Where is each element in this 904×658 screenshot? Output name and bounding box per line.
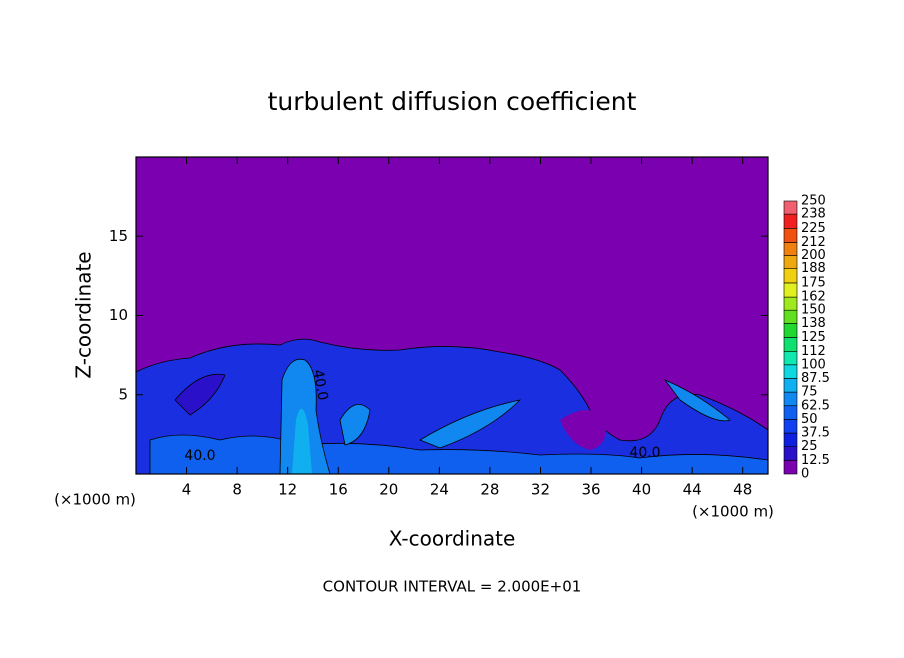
field-region: [560, 410, 606, 450]
colorbar-label: 238: [801, 207, 826, 222]
colorbar-label: 125: [801, 330, 826, 345]
colorbar-segment: [783, 242, 798, 256]
contour-label: 40.0: [629, 445, 660, 461]
colorbar-label: 250: [801, 194, 826, 209]
x-axis-label: X-coordinate: [389, 527, 516, 551]
colorbar-label: 175: [801, 275, 826, 290]
colorbar-segment: [783, 446, 798, 461]
x-tick-label: 32: [531, 481, 550, 499]
colorbar-label: 212: [801, 235, 826, 250]
colorbar-label: 62.5: [801, 398, 830, 413]
colorbar-segment: [783, 378, 798, 393]
colorbar-label: 75: [801, 385, 818, 400]
colorbar-segment: [783, 228, 798, 243]
colorbar-segment: [783, 337, 798, 352]
x-tick-label: 16: [329, 481, 348, 499]
colorbar-label: 225: [801, 221, 826, 236]
field-region: [339, 403, 371, 446]
field-region: [419, 399, 522, 449]
field-region: [174, 373, 226, 416]
contour-label: 40.0: [309, 368, 330, 401]
colorbar-label: 0: [801, 467, 809, 482]
x-tick-label: 8: [232, 481, 242, 499]
x-unit-label: (×1000 m): [692, 503, 774, 521]
colorbar-segment: [783, 419, 798, 434]
colorbar-label: 162: [801, 290, 826, 305]
y-axis-label: Z-coordinate: [72, 251, 96, 378]
x-tick-label: 4: [182, 481, 192, 499]
footer-note: CONTOUR INTERVAL = 2.000E+01: [323, 578, 582, 596]
y-tick-label: 10: [109, 306, 128, 324]
field: [135, 157, 769, 475]
colorbar-segment: [783, 309, 798, 324]
colorbar-label: 37.5: [801, 426, 830, 441]
x-tick-label: 44: [683, 481, 702, 499]
y-tick-label: 5: [118, 385, 128, 403]
colorbar-segment: [783, 323, 798, 338]
colorbar-label: 188: [801, 261, 826, 276]
x-tick-label: 24: [430, 481, 449, 499]
colorbar-segment: [783, 364, 798, 379]
x-tick-label: 48: [733, 481, 752, 499]
contour-label: 40.0: [184, 448, 215, 464]
colorbar-label: 138: [801, 316, 826, 331]
colorbar-segment: [783, 296, 798, 311]
x-unit-label: (×1000 m): [54, 491, 136, 509]
colorbar-segment: [783, 255, 798, 270]
field-region: [663, 379, 731, 422]
colorbar-segment: [783, 405, 798, 420]
colorbar-label: 100: [801, 357, 826, 372]
colorbar-segment: [783, 268, 798, 284]
x-tick-label: 12: [278, 481, 297, 499]
colorbar-segment: [783, 213, 798, 229]
colorbar-segment: [783, 391, 798, 407]
x-tick-label: 36: [581, 481, 600, 499]
colorbar-label: 150: [801, 303, 826, 318]
chart-title: turbulent diffusion coefficient: [268, 87, 637, 116]
y-tick-label: 15: [109, 227, 128, 245]
colorbar-segment: [783, 200, 798, 215]
x-tick-label: 28: [480, 481, 499, 499]
x-tick-label: 20: [379, 481, 398, 499]
colorbar-label: 12.5: [801, 453, 830, 468]
colorbar-label: 25: [801, 439, 818, 454]
colorbar-segment: [783, 282, 798, 298]
x-tick-label: 40: [632, 481, 651, 499]
colorbar-segment: [783, 460, 798, 475]
colorbar-label: 112: [801, 344, 826, 359]
colorbar-label: 87.5: [801, 371, 830, 386]
colorbar-segment: [783, 351, 798, 366]
colorbar-segment: [783, 432, 798, 447]
field-region: [292, 408, 312, 474]
colorbar-label: 50: [801, 412, 818, 427]
colorbar-label: 200: [801, 248, 826, 263]
